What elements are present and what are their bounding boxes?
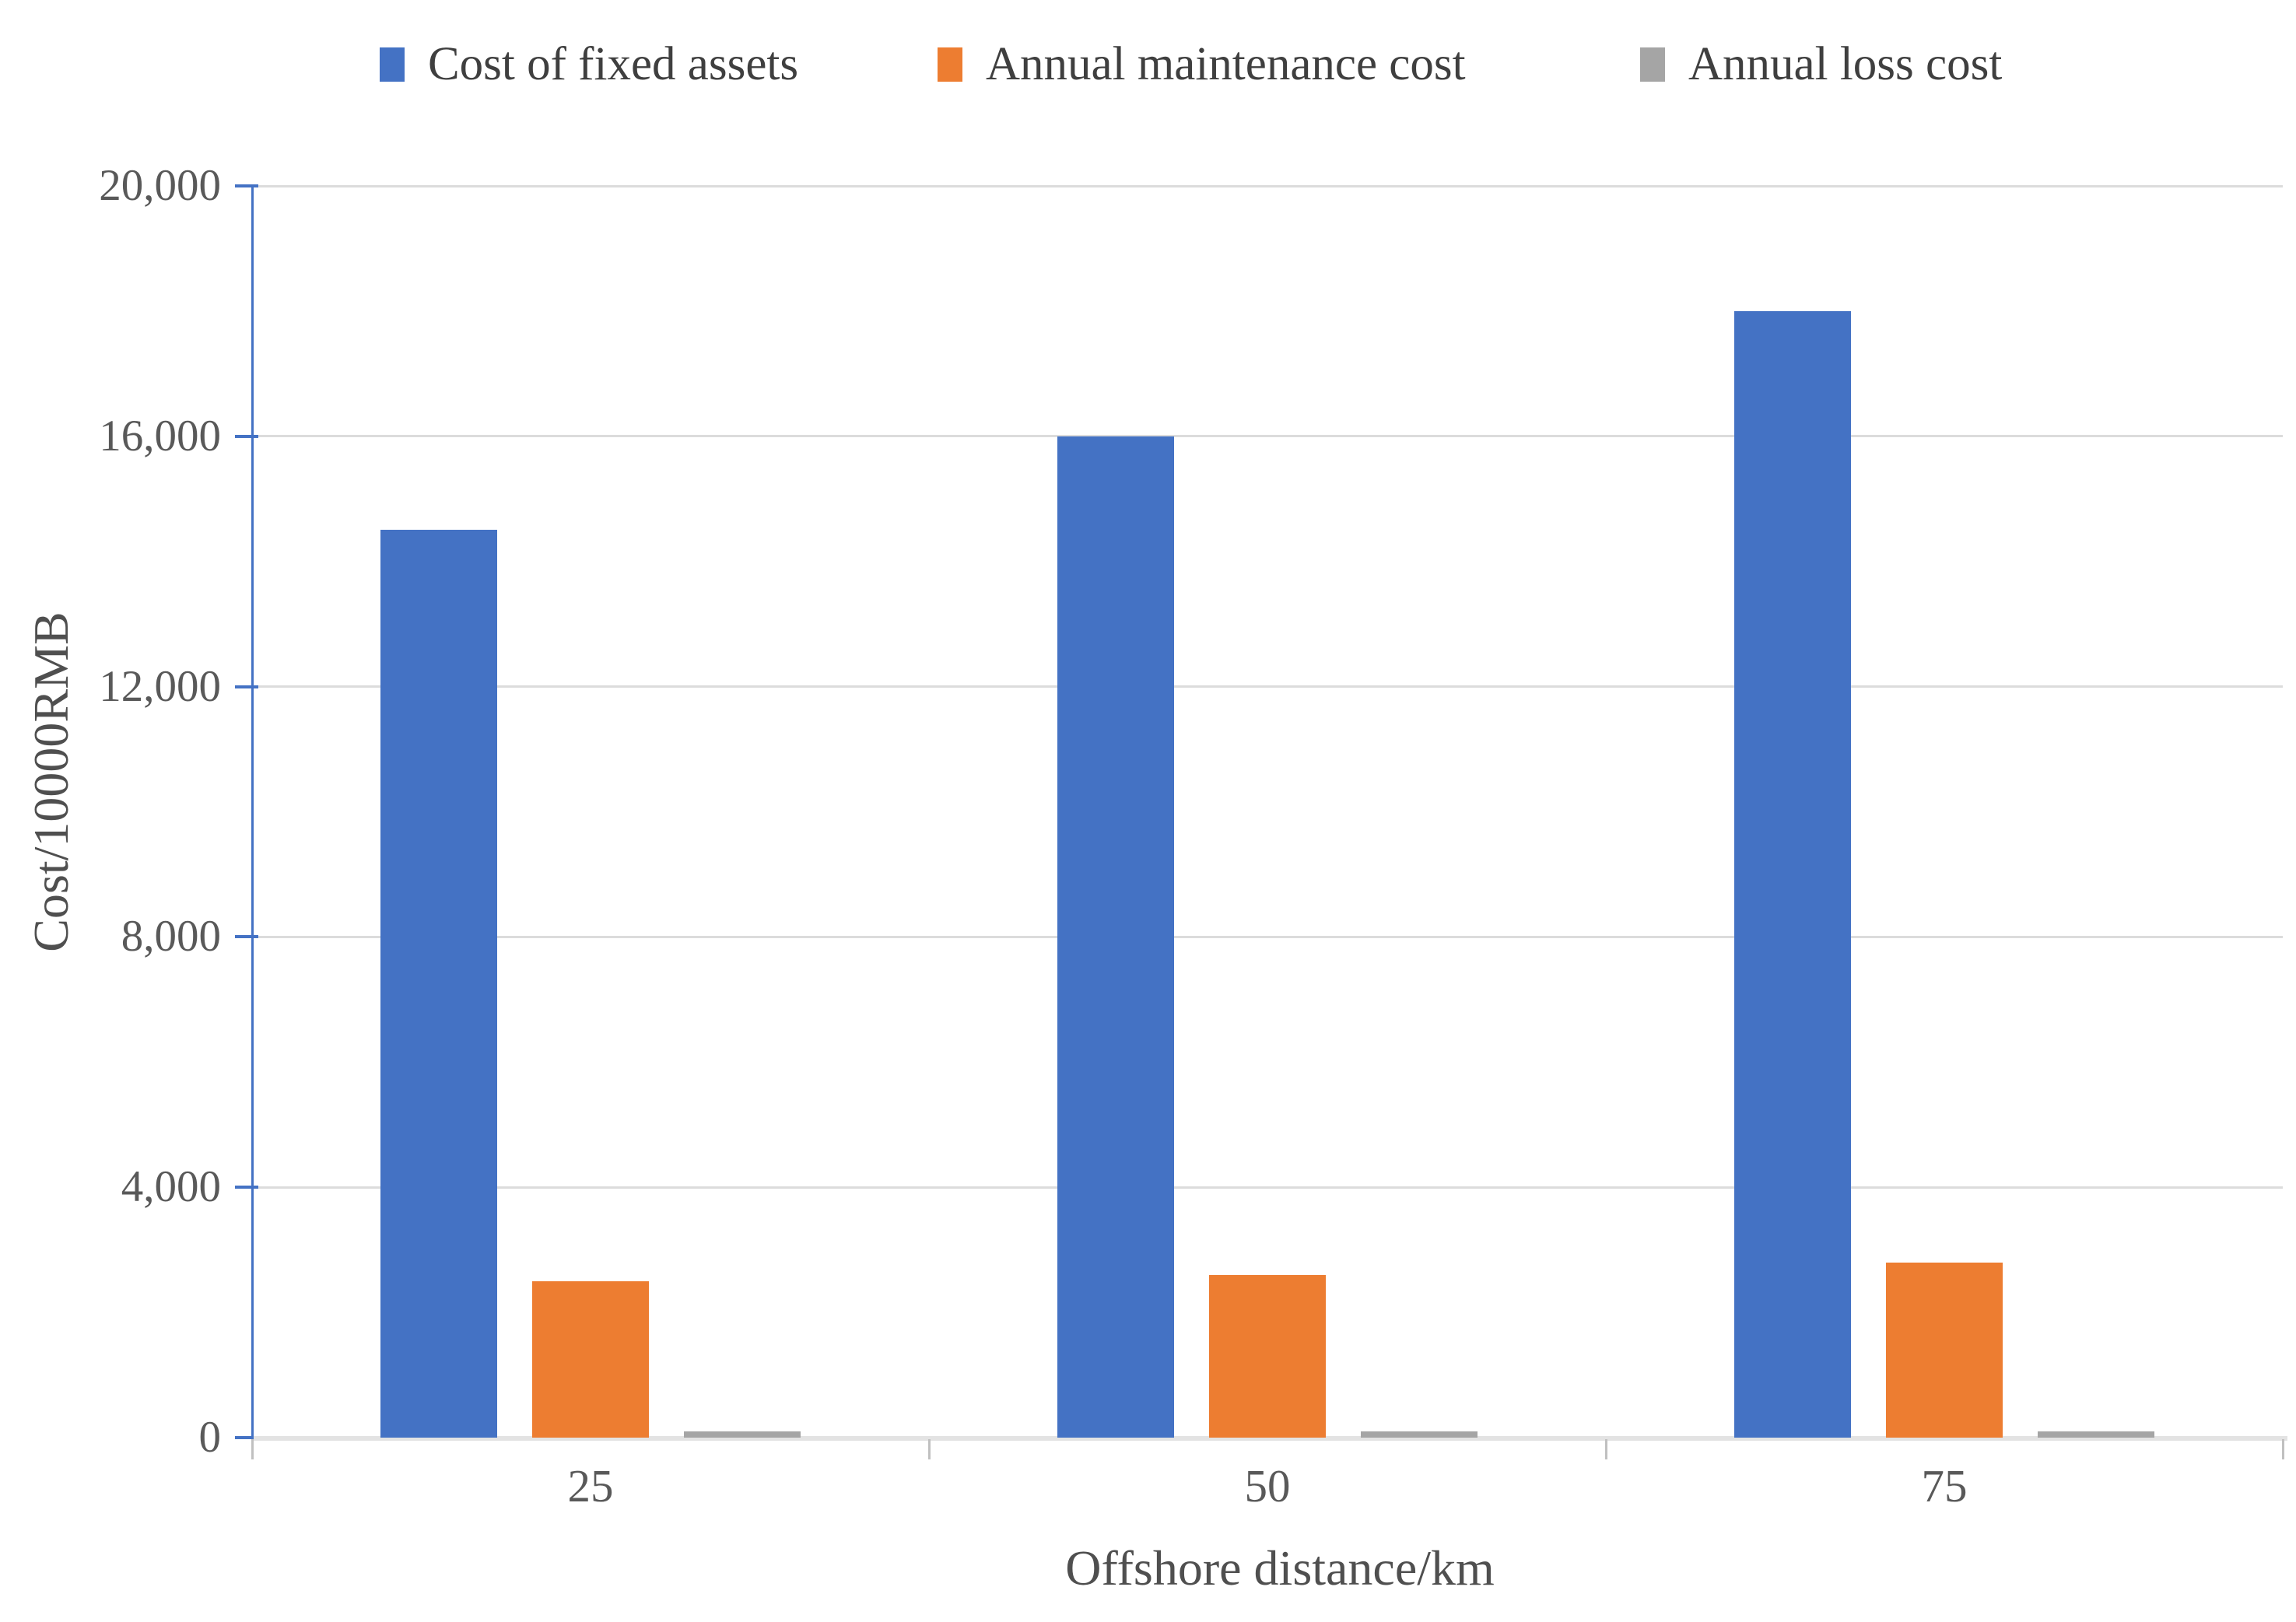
legend-swatch-annual-loss-cost-icon: [1640, 47, 1665, 82]
bar-annual-maintenance-cost-25: [532, 1280, 649, 1438]
bar-cost-of-fixed-assets-50: [1057, 436, 1174, 1438]
gridline-4,000: [252, 1186, 2283, 1189]
legend-swatch-annual-maintenance-cost-icon: [938, 47, 962, 82]
x-axis-boundary-tick: [1604, 1439, 1607, 1459]
y-tick-label: 0: [198, 1413, 222, 1462]
x-axis-line: [252, 1436, 2287, 1441]
legend-label-annual-maintenance-cost: Annual maintenance cost: [986, 38, 1466, 90]
legend-label-annual-loss-cost: Annual loss cost: [1688, 38, 2003, 90]
gridline-8,000: [252, 935, 2283, 938]
x-axis-title: Offshore distance/km: [1065, 1540, 1495, 1596]
bar-cost-of-fixed-assets-25: [380, 530, 497, 1438]
y-tick-label: 16,000: [99, 411, 221, 461]
x-axis-boundary-tick: [927, 1439, 931, 1459]
y-tick-label: 12,000: [99, 661, 221, 711]
x-tick-label-50: 50: [1244, 1460, 1291, 1512]
x-axis-boundary-tick: [251, 1439, 254, 1459]
x-tick-label-75: 75: [1921, 1460, 1968, 1512]
y-tick-label: 20,000: [99, 161, 221, 210]
y-axis-title: Cost/10000RMB: [23, 611, 79, 952]
bar-annual-maintenance-cost-75: [1886, 1262, 2003, 1438]
legend-swatch-cost-of-fixed-assets-icon: [380, 47, 405, 82]
legend-item-annual-maintenance-cost: Annual maintenance cost: [938, 31, 1466, 98]
y-tick-label: 4,000: [121, 1162, 221, 1212]
bar-annual-loss-cost-75: [2038, 1431, 2154, 1438]
gridline-20,000: [252, 184, 2283, 187]
bar-cost-of-fixed-assets-75: [1734, 310, 1851, 1438]
chart-legend: Cost of fixed assets Annual maintenance …: [0, 31, 2296, 98]
y-axis-line: [251, 186, 254, 1439]
legend-item-annual-loss-cost: Annual loss cost: [1640, 31, 2002, 98]
x-axis-boundary-tick: [2281, 1439, 2284, 1459]
legend-item-cost-of-fixed-assets: Cost of fixed assets: [380, 31, 798, 98]
bar-annual-loss-cost-25: [684, 1431, 801, 1438]
y-tick-label: 8,000: [121, 912, 221, 962]
bar-annual-maintenance-cost-50: [1209, 1274, 1326, 1438]
legend-label-cost-of-fixed-assets: Cost of fixed assets: [428, 38, 799, 90]
y-axis-tick-8,000: [235, 935, 258, 939]
bar-annual-loss-cost-50: [1361, 1431, 1478, 1438]
y-axis-tick-0: [235, 1436, 258, 1439]
x-tick-label-25: 25: [567, 1460, 614, 1512]
y-axis-tick-16,000: [235, 434, 258, 438]
y-axis-tick-12,000: [235, 685, 258, 688]
gridline-12,000: [252, 685, 2283, 688]
y-axis-tick-20,000: [235, 184, 258, 187]
y-axis-tick-4,000: [235, 1186, 258, 1189]
gridline-16,000: [252, 435, 2283, 438]
